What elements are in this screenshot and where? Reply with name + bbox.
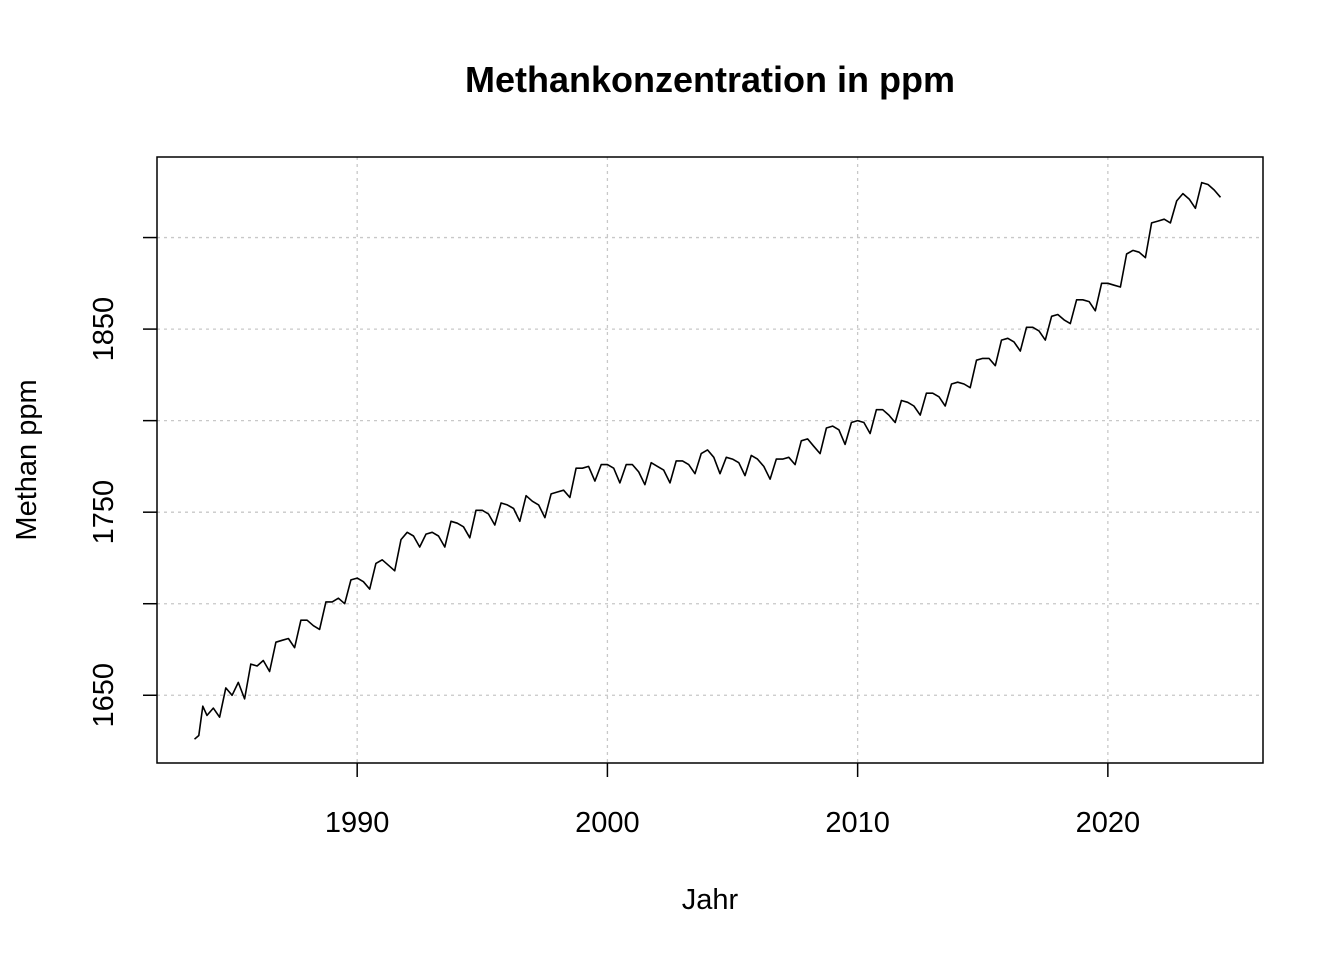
x-axis: 1990 2000 2010 2020 [325,763,1140,839]
y-tick-label: 1750 [88,480,120,545]
methane-series-line [193,181,1222,740]
chart-title: Methankonzentration in ppm [465,59,955,100]
y-axis: 1650 1750 1850 [88,236,157,728]
y-axis-label: Methan ppm [11,379,43,540]
y-tick-label: 1850 [88,297,120,362]
x-tick-label: 2000 [575,807,640,839]
x-tick-label: 2020 [1076,807,1141,839]
y-tick-label: 1650 [88,663,120,728]
x-tick-label: 1990 [325,807,390,839]
x-axis-label: Jahr [682,884,739,916]
plot-frame [156,156,1264,764]
grid [157,157,1263,763]
x-tick-label: 2010 [825,807,890,839]
